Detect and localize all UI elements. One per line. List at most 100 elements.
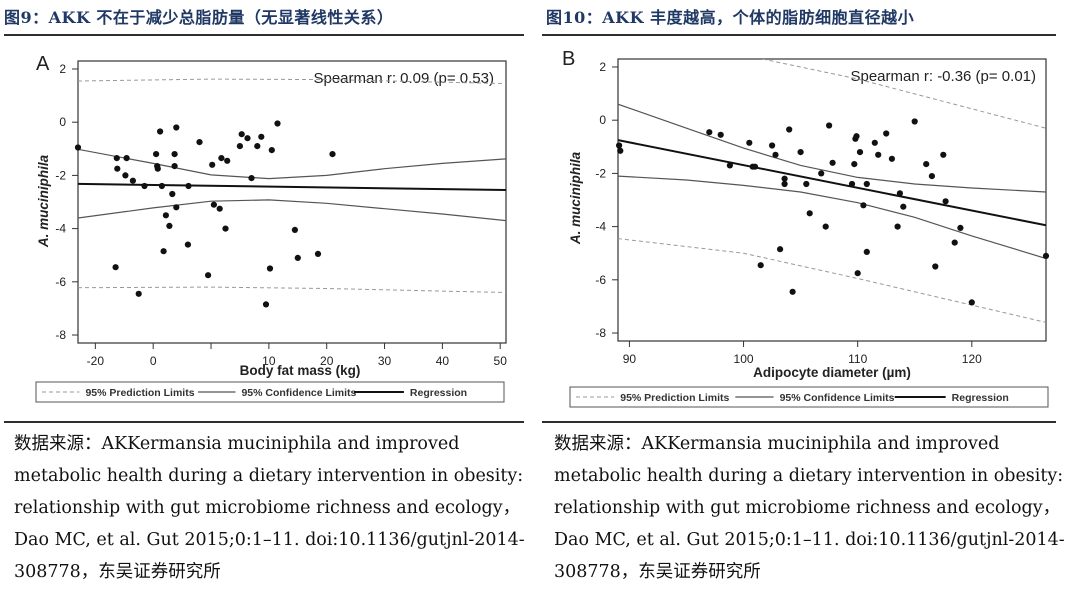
data-point — [158, 182, 165, 190]
data-point — [856, 149, 864, 156]
y-axis-label: A. muciniphila — [568, 151, 583, 245]
data-point — [266, 265, 274, 272]
confidence-limit-lower — [78, 199, 506, 222]
legend-label: 95% Confidence Limits — [241, 387, 356, 399]
legend-label: Regression — [410, 387, 467, 399]
data-point — [184, 241, 191, 248]
regression-line — [78, 182, 506, 191]
x-tick-label: 0 — [150, 354, 157, 368]
figure-9-top-rule — [4, 34, 524, 36]
data-point — [860, 202, 867, 209]
data-point — [1042, 252, 1050, 259]
y-tick-label: 0 — [599, 113, 606, 127]
data-point — [218, 155, 225, 162]
data-point — [757, 262, 764, 269]
source-line: metabolic health during a dietary interv… — [14, 466, 524, 486]
data-point — [224, 157, 231, 164]
x-tick-label: -20 — [87, 354, 105, 368]
data-point — [294, 254, 301, 261]
data-point — [154, 165, 161, 172]
prediction-limit-upper — [760, 59, 1046, 129]
plot-frame — [617, 58, 1047, 342]
spearman-stat: Spearman r: -0.36 (p= 0.01) — [850, 68, 1036, 85]
data-point — [854, 270, 861, 277]
data-point — [894, 223, 901, 230]
data-point — [818, 170, 825, 177]
data-point — [262, 301, 270, 308]
y-tick-label: -2 — [55, 168, 66, 182]
data-point — [826, 122, 833, 129]
source-line: 308778，东吴证券研究所 — [14, 562, 221, 582]
data-point — [162, 212, 169, 219]
prediction-limit-lower — [618, 238, 1046, 323]
data-point — [209, 161, 216, 168]
data-point — [769, 142, 776, 149]
data-point — [185, 182, 192, 190]
data-point — [900, 203, 907, 210]
data-point — [851, 161, 858, 168]
data-point — [173, 204, 180, 211]
prediction-limit-upper — [78, 78, 506, 85]
data-point — [875, 151, 882, 158]
figure-10-bottom-rule — [542, 421, 1056, 423]
data-point — [803, 180, 810, 188]
data-point — [797, 149, 804, 156]
y-tick-label: -2 — [595, 166, 606, 180]
data-point — [123, 155, 130, 162]
data-point — [314, 250, 322, 257]
x-tick-label: 110 — [848, 352, 867, 366]
data-point — [157, 128, 164, 135]
x-tick-label: 90 — [623, 352, 637, 366]
data-point — [923, 161, 930, 168]
data-point — [942, 198, 949, 205]
source-line: 数据来源：AKKermansia muciniphila and improve… — [14, 434, 460, 454]
data-point — [789, 288, 796, 295]
y-tick-label: -8 — [595, 326, 606, 340]
x-tick-label: 10 — [262, 354, 276, 368]
data-point — [746, 139, 753, 146]
x-axis-label: Adipocyte diameter (µm) — [753, 365, 911, 380]
legend-box — [35, 381, 505, 403]
data-point — [871, 139, 878, 146]
y-tick-label: 0 — [59, 115, 66, 129]
legend-label: 95% Prediction Limits — [620, 392, 729, 404]
data-point — [196, 139, 203, 146]
source-line: 308778，东吴证券研究所 — [554, 562, 761, 582]
data-point — [291, 226, 298, 233]
data-point — [616, 142, 623, 149]
data-point — [786, 126, 793, 133]
source-line: 数据来源：AKKermansia muciniphila and improve… — [554, 434, 1000, 454]
figure-10-top-rule — [542, 34, 1056, 36]
data-point — [222, 225, 229, 232]
data-point — [122, 172, 129, 179]
panel-letter: A — [36, 53, 50, 75]
data-point — [236, 143, 243, 150]
plot-frame — [77, 60, 507, 344]
data-point — [726, 162, 733, 169]
data-point — [706, 129, 713, 136]
data-point — [135, 290, 142, 297]
data-point — [74, 144, 82, 151]
data-point — [141, 182, 148, 190]
legend-label: 95% Confidence Limits — [780, 392, 895, 404]
x-tick-label: 100 — [734, 352, 754, 366]
source-line: metabolic health during a dietary interv… — [554, 466, 1064, 486]
y-tick-label: -6 — [595, 273, 606, 287]
confidence-limit-upper — [618, 103, 1046, 193]
data-point — [781, 175, 788, 182]
figure-9-bottom-rule — [4, 421, 524, 423]
y-tick-label: -4 — [595, 220, 606, 234]
data-point — [888, 155, 895, 162]
source-line: relationship with gut microbiome richnes… — [554, 498, 1061, 518]
data-point — [928, 173, 935, 180]
confidence-limit-upper — [78, 148, 506, 180]
x-tick-label: 50 — [494, 354, 508, 368]
data-point — [863, 180, 870, 188]
prediction-limit-lower — [78, 286, 506, 293]
data-point — [173, 124, 180, 131]
data-point — [205, 272, 212, 279]
confidence-limit-lower — [618, 175, 1046, 260]
data-point — [829, 159, 836, 166]
y-tick-label: 2 — [59, 62, 66, 76]
